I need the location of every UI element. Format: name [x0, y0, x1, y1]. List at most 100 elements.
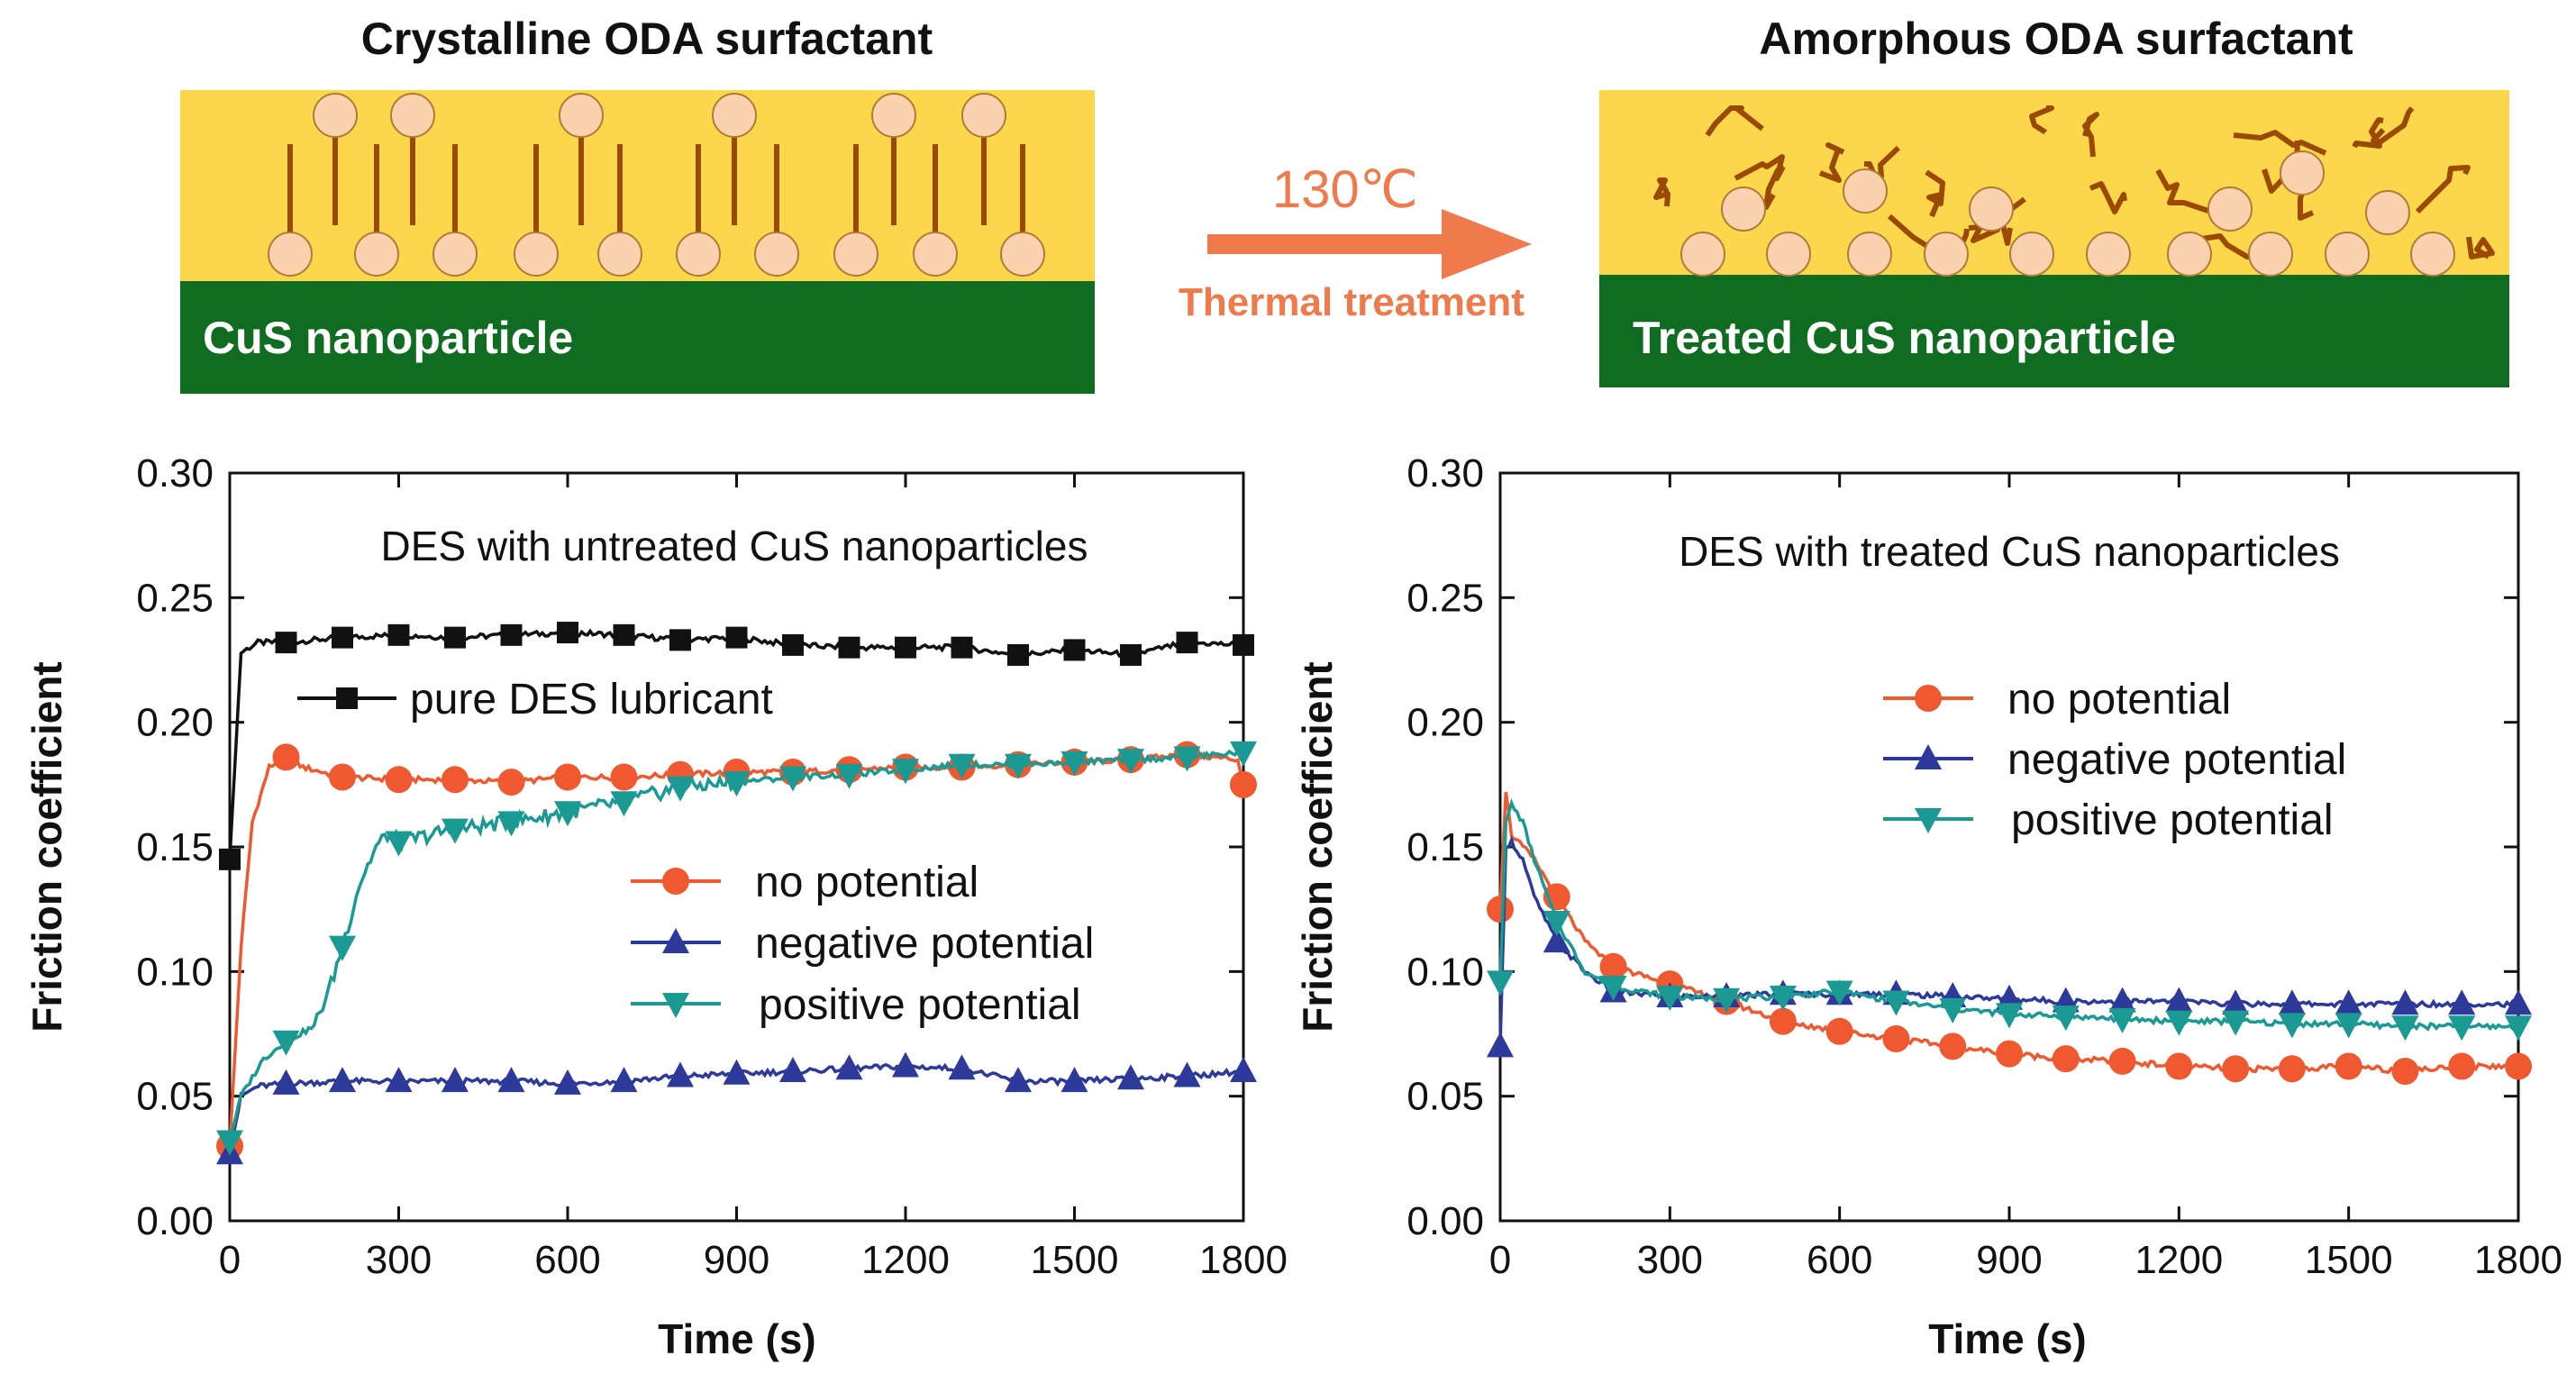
left-schematic: CuS nanoparticle [180, 90, 1095, 394]
legend-marker-triangle-up-icon [1915, 744, 1942, 769]
y-tick-label: 0.30 [1406, 451, 1484, 496]
data-point-negative-potential [2391, 989, 2419, 1015]
data-point-no-potential [385, 766, 413, 794]
x-tick-label: 900 [704, 1238, 769, 1282]
data-point-no-potential [1599, 952, 1627, 980]
head-group-icon [2410, 232, 2455, 277]
data-point-pure-DES-lubricant [782, 633, 804, 656]
data-point-positive-potential [1487, 970, 1514, 996]
legend-label: no potential [2007, 676, 2231, 723]
data-point-negative-potential [2222, 989, 2250, 1015]
data-point-no-potential [272, 743, 300, 771]
chart-untreated-title: DES with untreated CuS nanoparticles [381, 523, 1088, 569]
data-point-positive-potential [2108, 1007, 2136, 1033]
data-point-no-potential [554, 763, 581, 791]
x-tick-label: 1500 [2305, 1238, 2393, 1282]
series-line-no-potential [1498, 791, 2519, 1076]
data-point-pure-DES-lubricant [1233, 633, 1254, 656]
data-point-no-potential [2278, 1055, 2306, 1083]
data-point-negative-potential [2335, 989, 2362, 1015]
y-tick-label: 0.25 [1406, 576, 1484, 620]
legend-marker-circle-icon [1915, 685, 1942, 712]
head-group-icon [1969, 187, 2014, 232]
data-point-positive-potential [497, 811, 525, 837]
y-tick-label: 0.00 [136, 1199, 214, 1243]
y-tick-label: 0.05 [1406, 1075, 1484, 1119]
y-tick-label: 0.25 [136, 576, 214, 620]
x-tick-label: 1800 [1199, 1238, 1288, 1282]
legend-marker-triangle-down-icon [662, 993, 689, 1018]
tangled-chain [2415, 165, 2471, 214]
right-surfactant-layer [1599, 90, 2509, 279]
data-point-pure-DES-lubricant [613, 623, 635, 646]
head-group-icon [1766, 232, 1811, 277]
y-tick-label: 0.30 [136, 451, 214, 496]
data-point-negative-potential [1005, 1067, 1032, 1093]
head-group-icon [559, 93, 604, 138]
y-tick-label: 0.15 [136, 825, 214, 869]
x-tick-label: 600 [534, 1238, 600, 1282]
data-point-pure-DES-lubricant [1063, 639, 1086, 661]
legend-marker-triangle-down-icon [1915, 808, 1942, 833]
data-point-no-potential [2505, 1052, 2532, 1080]
tangled-chain [1925, 169, 1945, 218]
data-point-negative-potential [610, 1067, 638, 1093]
head-group-icon [432, 232, 478, 277]
data-point-positive-potential [2448, 1015, 2476, 1042]
data-point-negative-potential [2165, 987, 2193, 1013]
head-group-icon [961, 93, 1006, 138]
data-point-pure-DES-lubricant [500, 623, 523, 646]
head-group-icon [2365, 190, 2410, 235]
data-point-no-potential [2052, 1045, 2080, 1073]
y-tick-label: 0.00 [1406, 1199, 1484, 1243]
chart-treated-title: DES with treated CuS nanoparticles [1679, 528, 2340, 575]
y-tick-label: 0.10 [1406, 950, 1484, 994]
tangled-chain [2233, 130, 2327, 156]
chart-treated-legend: no potential negative potential positive p… [1883, 676, 2346, 844]
arrow-head-icon [1442, 209, 1532, 279]
right-schematic: Treated CuS nanoparticle [1599, 90, 2509, 387]
left-nanoparticle-band [180, 281, 1095, 394]
head-group-icon [2086, 232, 2131, 277]
data-point-negative-potential [1117, 1064, 1144, 1090]
legend-marker-square-icon [336, 687, 358, 709]
head-group-icon [2207, 187, 2253, 232]
legend-label: negative potential [755, 920, 1094, 968]
chart-treated-ticks: 0 300 600 900 1200 1500 1800 0.00 0.05 0.10 0.15 0.… [1406, 451, 2562, 1282]
head-group-icon [313, 93, 358, 138]
arrow-caption: Thermal treatment [1179, 280, 1525, 324]
data-point-no-potential [610, 763, 638, 791]
x-tick-label: 0 [1489, 1238, 1511, 1282]
data-point-no-potential [2448, 1052, 2476, 1080]
x-tick-label: 600 [1807, 1238, 1872, 1282]
data-point-positive-potential [441, 818, 469, 844]
y-tick-label: 0.15 [1406, 825, 1484, 869]
head-group-icon [2280, 150, 2325, 196]
tangled-chain [2029, 105, 2054, 135]
head-group-icon [390, 93, 435, 138]
head-group-icon [2325, 232, 2370, 277]
data-point-positive-potential [1117, 749, 1144, 775]
crystalline-molecules [268, 93, 1045, 277]
data-point-no-potential [2108, 1047, 2136, 1075]
data-point-positive-potential [723, 771, 751, 797]
x-tick-label: 0 [219, 1238, 241, 1282]
data-point-negative-potential [723, 1059, 751, 1085]
head-group-icon [354, 232, 399, 277]
data-point-no-potential [2391, 1058, 2419, 1085]
data-point-positive-potential [2335, 1013, 2362, 1039]
x-tick-label: 900 [1976, 1238, 2042, 1282]
head-group-icon [514, 232, 559, 277]
tangled-chain [1763, 163, 1784, 210]
x-tick-label: 1200 [2135, 1238, 2223, 1282]
data-point-positive-potential [385, 831, 413, 857]
arrow-temperature: 130℃ [1272, 160, 1418, 219]
data-point-positive-potential [1769, 986, 1797, 1011]
tangled-chain [2082, 112, 2099, 158]
data-point-pure-DES-lubricant [444, 626, 466, 649]
data-point-negative-potential [1487, 1032, 1514, 1058]
head-group-icon [871, 93, 916, 138]
right-nanoparticle-band [1599, 275, 2509, 387]
x-tick-label: 300 [1637, 1238, 1703, 1282]
head-group-icon [1000, 232, 1045, 277]
